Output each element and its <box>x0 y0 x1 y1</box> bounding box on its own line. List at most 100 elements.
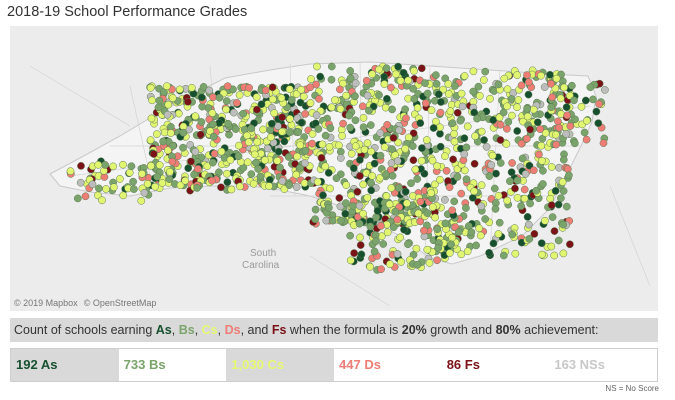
school-marker-b[interactable] <box>159 137 167 146</box>
school-marker-a[interactable] <box>546 70 554 79</box>
school-marker-c[interactable] <box>460 166 469 175</box>
school-marker-b[interactable] <box>239 109 248 118</box>
school-marker-c[interactable] <box>382 192 391 200</box>
school-marker-c[interactable] <box>155 161 164 169</box>
school-marker-c[interactable] <box>227 185 236 194</box>
school-marker-f[interactable] <box>268 83 277 92</box>
school-marker-b[interactable] <box>326 124 335 133</box>
school-marker-a[interactable] <box>367 186 376 195</box>
school-marker-c[interactable] <box>410 67 418 75</box>
school-marker-d[interactable] <box>457 189 466 198</box>
school-marker-b[interactable] <box>336 216 345 225</box>
school-marker-c[interactable] <box>331 96 339 104</box>
school-marker-b[interactable] <box>101 161 109 169</box>
school-marker-b[interactable] <box>481 67 490 76</box>
school-marker-b[interactable] <box>332 174 341 183</box>
school-marker-c[interactable] <box>538 250 546 259</box>
school-marker-c[interactable] <box>495 113 504 122</box>
school-marker-c[interactable] <box>366 262 374 271</box>
school-marker-c[interactable] <box>168 94 177 102</box>
school-marker-c[interactable] <box>146 83 155 92</box>
school-marker-c[interactable] <box>222 105 230 114</box>
school-marker-c[interactable] <box>380 80 389 88</box>
school-marker-a[interactable] <box>297 118 306 127</box>
school-marker-b[interactable] <box>508 230 517 239</box>
school-marker-d[interactable] <box>547 79 555 88</box>
school-marker-b[interactable] <box>499 251 508 260</box>
school-marker-b[interactable] <box>284 153 293 161</box>
school-marker-ns[interactable] <box>229 108 238 117</box>
school-marker-ns[interactable] <box>393 157 402 165</box>
school-marker-a[interactable] <box>383 94 391 103</box>
school-marker-b[interactable] <box>222 97 231 105</box>
school-marker-d[interactable] <box>383 120 392 129</box>
school-marker-ns[interactable] <box>458 102 467 111</box>
school-marker-c[interactable] <box>203 162 212 170</box>
school-marker-ns[interactable] <box>477 202 486 211</box>
school-marker-c[interactable] <box>273 156 282 165</box>
school-marker-d[interactable] <box>377 222 385 230</box>
school-marker-f[interactable] <box>530 230 539 238</box>
school-marker-c[interactable] <box>110 183 118 192</box>
school-marker-c[interactable] <box>538 157 546 165</box>
school-marker-f[interactable] <box>356 172 364 180</box>
school-marker-a[interactable] <box>436 129 444 138</box>
school-marker-b[interactable] <box>513 176 522 185</box>
school-marker-b[interactable] <box>586 83 595 92</box>
school-marker-b[interactable] <box>474 82 483 91</box>
school-marker-c[interactable] <box>404 76 412 85</box>
school-marker-c[interactable] <box>306 99 315 107</box>
school-marker-c[interactable] <box>441 152 449 161</box>
school-marker-b[interactable] <box>129 177 137 186</box>
school-marker-d[interactable] <box>336 85 344 94</box>
school-marker-b[interactable] <box>351 116 360 125</box>
school-marker-f[interactable] <box>335 194 344 202</box>
school-marker-f[interactable] <box>550 227 559 235</box>
school-marker-c[interactable] <box>119 191 128 200</box>
school-marker-b[interactable] <box>295 164 304 172</box>
school-marker-ns[interactable] <box>487 160 496 169</box>
school-marker-c[interactable] <box>446 107 455 116</box>
school-marker-b[interactable] <box>462 204 470 212</box>
school-marker-b[interactable] <box>208 158 217 167</box>
school-marker-c[interactable] <box>513 103 521 112</box>
school-marker-d[interactable] <box>416 197 425 206</box>
count-ns[interactable]: 163 NSs <box>549 349 658 381</box>
school-marker-c[interactable] <box>486 94 494 103</box>
school-marker-c[interactable] <box>208 109 217 117</box>
school-marker-b[interactable] <box>496 159 505 167</box>
school-marker-f[interactable] <box>496 136 505 144</box>
school-marker-d[interactable] <box>233 99 241 107</box>
school-marker-c[interactable] <box>308 130 317 138</box>
school-marker-c[interactable] <box>444 80 453 88</box>
school-marker-b[interactable] <box>327 62 336 71</box>
school-marker-b[interactable] <box>462 143 471 152</box>
school-marker-b[interactable] <box>256 172 265 181</box>
school-grades-map[interactable]: South Carolina © 2019 Mapbox © OpenStreet… <box>10 26 658 311</box>
school-marker-a[interactable] <box>373 207 382 215</box>
school-marker-c[interactable] <box>250 150 259 159</box>
school-marker-c[interactable] <box>338 131 346 140</box>
school-marker-d[interactable] <box>261 86 270 95</box>
school-marker-c[interactable] <box>529 105 538 114</box>
school-marker-b[interactable] <box>409 84 417 93</box>
school-marker-c[interactable] <box>476 231 485 240</box>
school-marker-b[interactable] <box>193 184 201 192</box>
school-marker-d[interactable] <box>554 117 562 126</box>
school-marker-c[interactable] <box>342 181 351 189</box>
school-marker-f[interactable] <box>184 97 192 106</box>
school-marker-d[interactable] <box>552 140 561 149</box>
school-marker-ns[interactable] <box>205 86 214 95</box>
school-marker-c[interactable] <box>356 233 364 242</box>
school-marker-ns[interactable] <box>460 150 469 159</box>
school-marker-a[interactable] <box>437 98 445 106</box>
school-marker-c[interactable] <box>119 160 127 169</box>
school-marker-c[interactable] <box>300 179 309 188</box>
school-marker-c[interactable] <box>502 140 511 148</box>
school-marker-ns[interactable] <box>395 126 403 135</box>
school-marker-b[interactable] <box>485 172 494 180</box>
school-marker-c[interactable] <box>138 169 146 178</box>
school-marker-d[interactable] <box>245 83 253 92</box>
school-marker-b[interactable] <box>179 143 187 152</box>
school-marker-c[interactable] <box>368 172 377 180</box>
